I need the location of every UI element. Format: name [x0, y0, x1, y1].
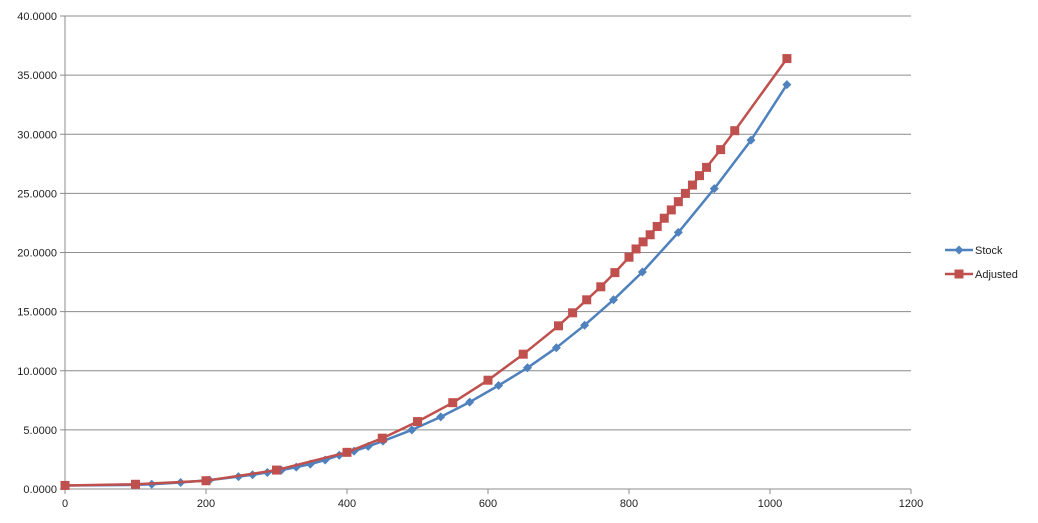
- x-tick-label: 800: [620, 498, 638, 510]
- square-marker: [954, 269, 964, 279]
- y-tick-label: 5.0000: [23, 425, 57, 437]
- legend: Stock Adjusted: [945, 245, 1018, 281]
- gridlines: [65, 15, 911, 431]
- legend-label: Adjusted: [975, 269, 1018, 281]
- y-tick-label: 40.0000: [17, 11, 57, 23]
- square-marker: [554, 321, 563, 331]
- axes: [60, 15, 912, 494]
- square-marker: [652, 221, 662, 231]
- square-marker: [582, 295, 592, 305]
- square-marker: [624, 252, 634, 262]
- y-tick-label: 15.0000: [17, 307, 57, 319]
- series-line: [64, 57, 788, 487]
- y-tick-label: 10.0000: [17, 366, 57, 378]
- square-marker: [716, 145, 726, 155]
- diamond-marker: [522, 363, 532, 373]
- x-axis-tick-labels: 0 200 400 600 800 1000 1200: [62, 498, 923, 510]
- square-marker: [342, 447, 352, 457]
- series-line: [64, 83, 788, 487]
- x-tick-label: 0: [62, 498, 68, 510]
- square-marker: [687, 180, 697, 190]
- y-tick-label: 35.0000: [17, 70, 57, 82]
- square-marker: [413, 417, 422, 427]
- square-marker: [702, 162, 712, 172]
- diamond-marker: [637, 267, 647, 277]
- square-marker: [201, 476, 211, 486]
- diamond-marker: [436, 412, 446, 422]
- square-marker: [377, 433, 387, 443]
- square-marker: [483, 375, 493, 385]
- diamond-marker: [673, 227, 683, 237]
- diamond-marker: [608, 295, 618, 305]
- diamond-marker: [954, 245, 964, 255]
- diamond-marker: [494, 381, 504, 391]
- y-tick-label: 25.0000: [17, 188, 57, 200]
- x-tick-label: 600: [479, 498, 497, 510]
- square-marker: [568, 308, 578, 318]
- square-marker: [518, 349, 528, 359]
- square-marker: [448, 398, 458, 408]
- square-marker: [131, 479, 140, 489]
- y-tick-label: 0.0000: [23, 484, 57, 496]
- y-axis-tick-labels: 0.0000 5.0000 10.0000 15.0000 20.0000 25.0000…: [17, 11, 57, 496]
- diamond-marker: [407, 425, 417, 435]
- square-marker: [638, 237, 648, 247]
- series-adjusted: [60, 54, 792, 490]
- diamond-marker: [580, 320, 590, 330]
- square-marker: [782, 54, 792, 64]
- diamond-marker: [782, 80, 792, 90]
- diamond-marker: [551, 343, 561, 353]
- square-marker: [596, 282, 606, 292]
- square-marker: [631, 244, 641, 254]
- x-tick-label: 1000: [758, 498, 782, 510]
- series-group: [60, 54, 792, 490]
- legend-label: Stock: [975, 245, 1003, 257]
- series-stock: [60, 80, 792, 490]
- legend-entry: Adjusted: [945, 269, 1018, 281]
- square-marker: [272, 465, 281, 475]
- square-marker: [666, 205, 676, 215]
- diamond-marker: [709, 184, 719, 194]
- x-tick-label: 400: [338, 498, 356, 510]
- square-marker: [659, 213, 669, 223]
- square-marker: [645, 230, 655, 240]
- diamond-marker: [746, 135, 756, 145]
- square-marker: [695, 171, 704, 181]
- x-tick-label: 200: [197, 498, 215, 510]
- legend-entry: Stock: [945, 245, 1003, 257]
- square-marker: [673, 197, 683, 207]
- square-marker: [680, 188, 690, 198]
- square-marker: [60, 480, 70, 490]
- y-tick-label: 30.0000: [17, 129, 57, 141]
- diamond-marker: [465, 397, 475, 407]
- y-tick-label: 20.0000: [17, 248, 57, 260]
- square-marker: [610, 268, 620, 278]
- x-tick-label: 1200: [899, 498, 923, 510]
- square-marker: [730, 126, 740, 136]
